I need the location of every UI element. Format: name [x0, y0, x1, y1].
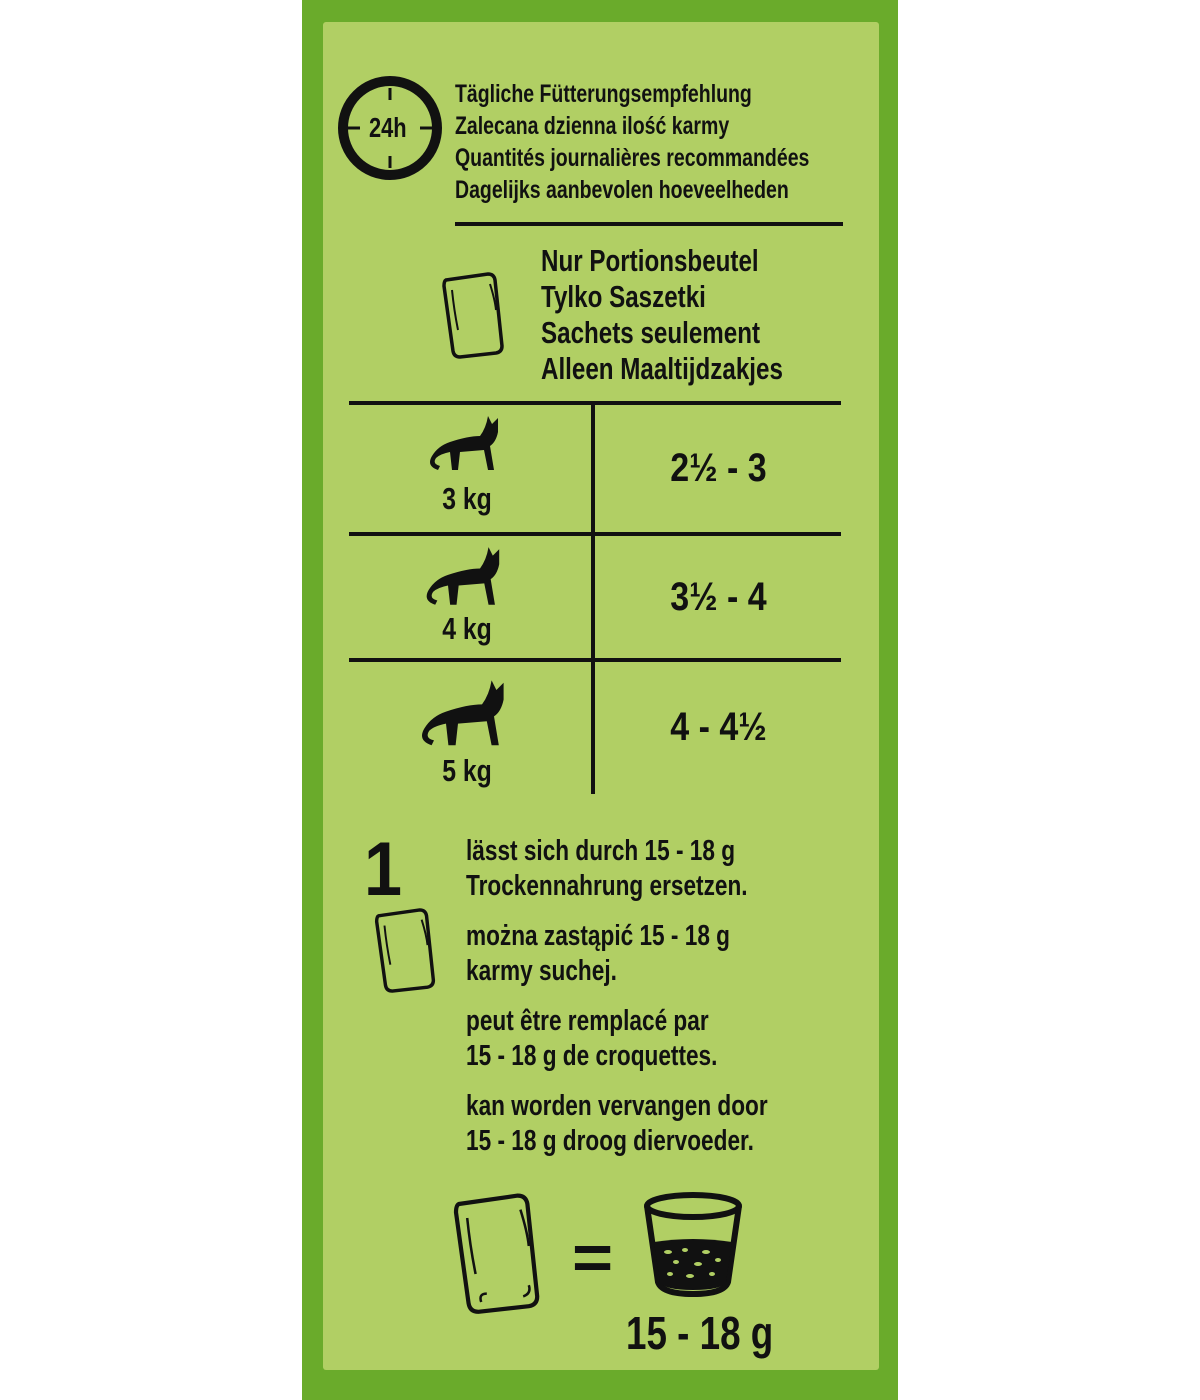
replace-text-de-2: Trockennahrung ersetzen.	[466, 870, 748, 902]
replace-text-nl-1: kan worden vervangen door	[466, 1090, 768, 1122]
clock-24h-icon	[338, 76, 442, 180]
replace-text-pl-2: karmy suchej.	[466, 955, 617, 987]
sachets-line-nl: Alleen Maaltijdzakjes	[541, 351, 783, 386]
sachets-line-de: Nur Portionsbeutel	[541, 243, 759, 278]
sachets-line-pl: Tylko Saszetki	[541, 279, 706, 314]
header-line-pl: Zalecana dzienna ilość karmy	[455, 112, 730, 140]
label-panel	[323, 22, 879, 1370]
weight-label: 3 kg	[442, 481, 492, 516]
replace-text-fr-1: peut être remplacé par	[466, 1005, 709, 1037]
weight-label: 4 kg	[442, 611, 492, 646]
sachet-icon	[442, 272, 504, 359]
amount-value: 2½ - 3	[670, 446, 767, 490]
replace-text-nl-2: 15 - 18 g droog diervoeder.	[466, 1125, 754, 1157]
replace-text-pl-1: można zastąpić 15 - 18 g	[466, 920, 731, 952]
sachet-count: 1	[364, 827, 403, 912]
amount-value: 3½ - 4	[670, 575, 767, 619]
cat-icon	[426, 547, 500, 605]
dry-food-amount: 15 - 18 g	[626, 1307, 774, 1359]
table-column-divider	[591, 401, 595, 794]
cup-icon	[644, 1192, 742, 1298]
header-line-de: Tägliche Fütterungsempfehlung	[455, 80, 752, 108]
replace-text-de-1: lässt sich durch 15 - 18 g	[466, 835, 736, 867]
table-line	[349, 401, 841, 405]
header-line-nl: Dagelijks aanbevolen hoeveelheden	[455, 176, 789, 204]
sachet-icon	[374, 908, 436, 993]
cat-icon	[430, 416, 498, 470]
clock-label: 24h	[369, 112, 407, 143]
cat-icon	[422, 680, 504, 746]
replace-text-fr-2: 15 - 18 g de croquettes.	[466, 1040, 718, 1072]
table-line	[349, 532, 841, 536]
sachet-icon	[453, 1193, 540, 1314]
amount-value: 4 - 4½	[670, 705, 767, 749]
table-line	[349, 658, 841, 662]
sachets-line-fr: Sachets seulement	[541, 315, 761, 350]
header-line-fr: Quantités journalières recommandées	[455, 144, 810, 172]
divider	[455, 222, 843, 226]
equals-sign: =	[572, 1221, 614, 1293]
weight-label: 5 kg	[442, 753, 492, 788]
